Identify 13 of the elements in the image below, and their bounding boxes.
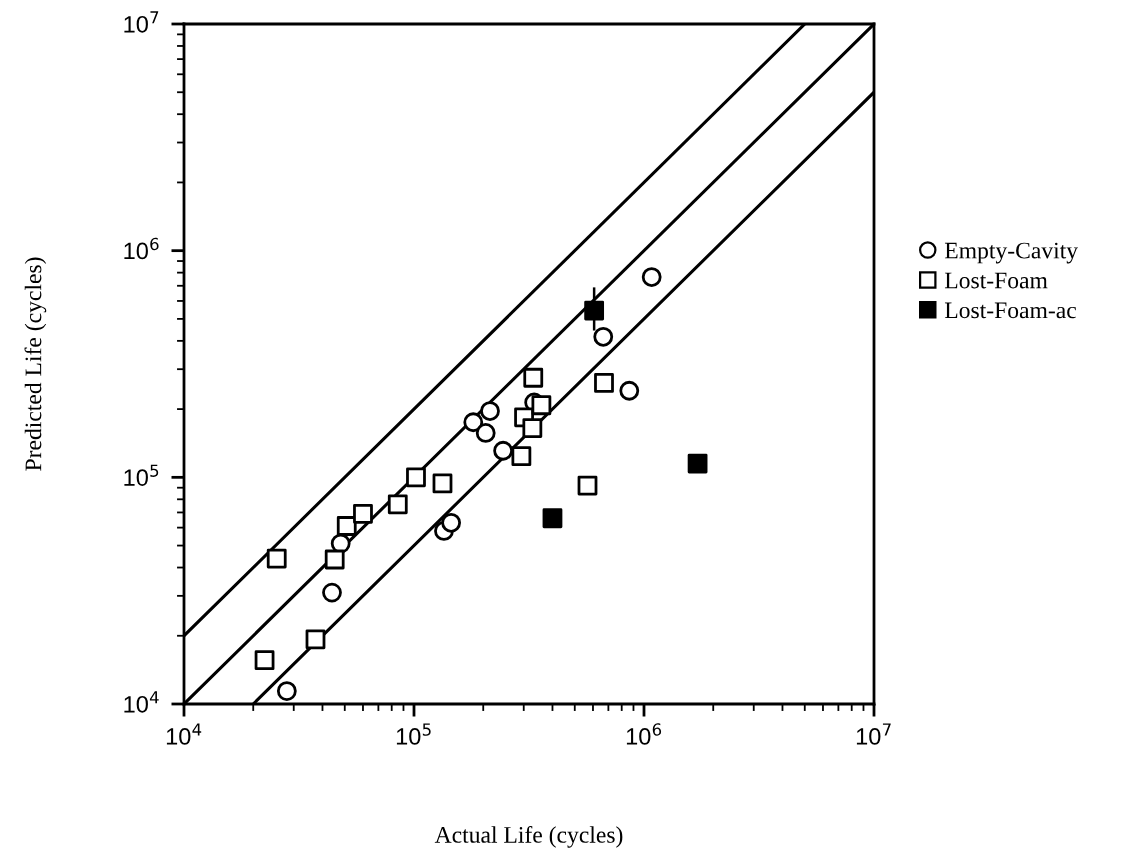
legend-label: Lost-Foam: [944, 272, 1048, 289]
x-tick-label: 10$^{6}$: [626, 723, 662, 745]
y-tick-label: 10$^{4}$: [124, 691, 159, 713]
legend-label: Lost-Foam-ac: [944, 302, 1076, 319]
y-tick-label: 10$^{5}$: [124, 464, 159, 486]
x-tick-label: 10$^{4}$: [166, 723, 202, 745]
y-tick-label: 10$^{6}$: [124, 237, 159, 260]
legend-label: Empty-Cavity: [944, 242, 1078, 264]
y-tick-label: 10$^{7}$: [124, 11, 159, 33]
y-axis-title: Predicted Life (cycles): [24, 257, 47, 471]
x-tick-label: 10$^{7}$: [856, 723, 891, 745]
x-tick-label: 10$^{5}$: [396, 723, 431, 745]
x-axis-title: Actual Life (cycles): [434, 826, 623, 848]
